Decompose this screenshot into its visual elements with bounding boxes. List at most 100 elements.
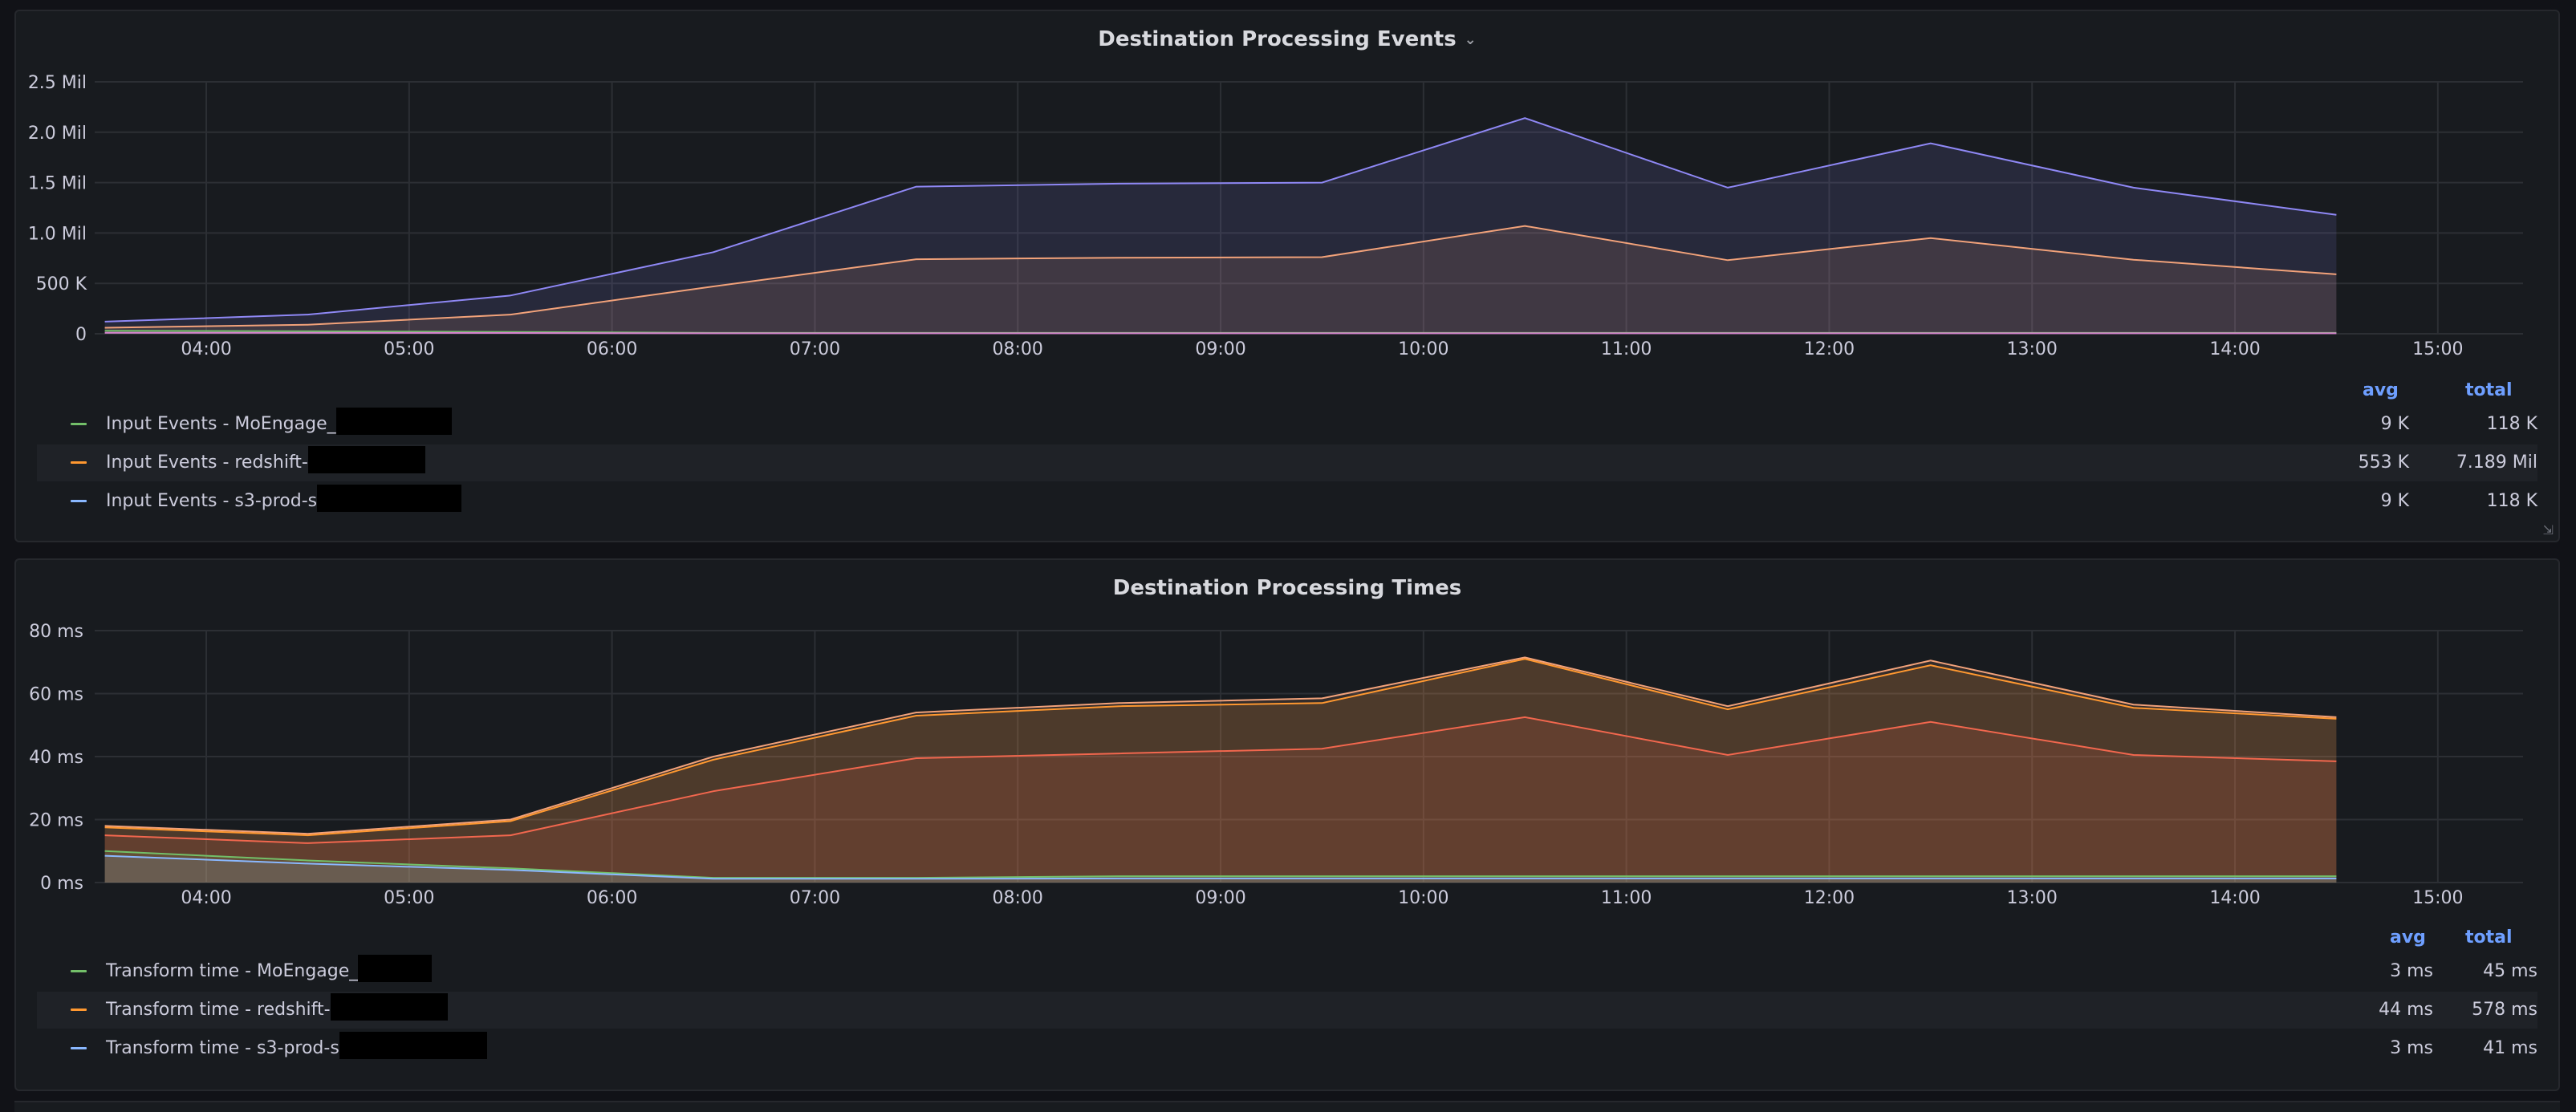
legend-total: 578 ms: [2472, 1000, 2537, 1020]
legend-total: 45 ms: [2483, 961, 2537, 981]
y-tick-label: 1.5 Mil: [28, 174, 87, 194]
x-tick-label: 12:00: [1804, 339, 1855, 359]
series-color-swatch: [71, 970, 87, 972]
series-area: [104, 716, 2337, 883]
legend-total: 41 ms: [2483, 1038, 2537, 1058]
times-chart: 0 ms 20 ms 40 ms 60 ms 80 ms 04:00 05:00 06:00 0…: [29, 622, 2523, 908]
panel-title-text[interactable]: Destination Processing Events: [1098, 27, 1457, 51]
series-line[interactable]: [104, 658, 2337, 837]
legend-header-avg[interactable]: avg: [2390, 927, 2426, 948]
legend-avg: 3 ms: [2390, 961, 2433, 981]
series-color-swatch: [71, 1009, 87, 1011]
x-tick-label: 07:00: [790, 888, 840, 908]
redacted-block: [317, 485, 462, 512]
series-line[interactable]: [104, 117, 2337, 323]
x-tick-label: 12:00: [1804, 888, 1855, 908]
legend-avg: 553 K: [2358, 453, 2409, 473]
legend-label[interactable]: Input Events - MoEngage_: [106, 414, 336, 434]
redacted-block: [339, 1032, 487, 1059]
legend-total: 7.189 Mil: [2456, 453, 2537, 473]
legend-header-total[interactable]: total: [2465, 927, 2513, 948]
y-tick-label: 1.0 Mil: [28, 224, 87, 244]
resize-handle-icon[interactable]: ⇲: [2542, 522, 2554, 538]
redacted-block: [330, 993, 448, 1021]
legend-avg: 3 ms: [2390, 1038, 2433, 1058]
legend-avg: 9 K: [2380, 414, 2409, 434]
legend-row[interactable]: Transform time - redshift- 44 ms 578 ms: [37, 992, 2537, 1029]
series-line[interactable]: [104, 854, 2337, 880]
legend-row[interactable]: Transform time - s3-prod-s 3 ms 41 ms: [37, 1030, 2537, 1067]
events-chart: 0 500 K 1.0 Mil 1.5 Mil 2.0 Mil 2.5 Mil 04:00 0…: [28, 73, 2523, 359]
series-color-swatch: [71, 423, 87, 425]
legend-label[interactable]: Transform time - redshift-: [106, 1000, 331, 1020]
events-panel: Destination Processing Events ⌄ 0 500 K 1.0…: [14, 10, 2560, 542]
x-tick-label: 06:00: [587, 888, 637, 908]
series-line[interactable]: [104, 716, 2337, 844]
panel-title-times[interactable]: Destination Processing Times: [16, 576, 2558, 600]
series-area: [104, 118, 2337, 334]
y-tick-label: 500 K: [36, 274, 87, 294]
x-tick-label: 07:00: [790, 339, 840, 359]
x-tick-label: 06:00: [587, 339, 637, 359]
legend-total: 118 K: [2486, 414, 2537, 434]
y-tick-label: 2.5 Mil: [28, 73, 87, 93]
legend-avg: 44 ms: [2379, 1000, 2433, 1020]
y-tick-label: 40 ms: [29, 748, 83, 768]
x-tick-label: 14:00: [2209, 888, 2260, 908]
x-tick-label: 14:00: [2209, 339, 2260, 359]
series-area: [104, 657, 2337, 883]
x-tick-label: 08:00: [993, 888, 1043, 908]
legend-row[interactable]: Transform time - MoEngage_ 3 ms 45 ms: [37, 953, 2537, 990]
x-tick-label: 08:00: [993, 339, 1043, 359]
y-tick-label: 0 ms: [40, 874, 83, 894]
legend-total: 118 K: [2486, 491, 2537, 511]
x-tick-label: 13:00: [2007, 888, 2058, 908]
panel-title-events[interactable]: Destination Processing Events ⌄: [16, 27, 2558, 51]
redacted-block: [307, 446, 425, 473]
series-line[interactable]: [104, 850, 2337, 879]
chevron-down-icon[interactable]: ⌄: [1464, 31, 1477, 48]
series-color-swatch: [71, 1047, 87, 1049]
legend-row[interactable]: Input Events - redshift- 553 K 7.189 Mil: [37, 444, 2537, 481]
y-tick-label: 2.0 Mil: [28, 124, 87, 144]
panel-title-text[interactable]: Destination Processing Times: [1112, 576, 1462, 600]
series-area: [104, 225, 2337, 334]
x-tick-label: 10:00: [1398, 339, 1448, 359]
times-panel: Destination Processing Times 0 ms 20 ms 40…: [14, 558, 2560, 1091]
next-panel-edge: [14, 1101, 2560, 1112]
legend-label[interactable]: Transform time - MoEngage_: [106, 961, 359, 981]
series-line[interactable]: [104, 656, 2337, 835]
series-color-swatch: [71, 461, 87, 464]
series-line[interactable]: [104, 225, 2337, 329]
series-line[interactable]: [104, 331, 2337, 335]
series-color-swatch: [71, 500, 87, 502]
x-tick-label: 05:00: [384, 888, 434, 908]
y-tick-label: 20 ms: [29, 811, 83, 831]
x-tick-label: 09:00: [1195, 888, 1245, 908]
legend-avg: 9 K: [2380, 491, 2409, 511]
legend-label[interactable]: Input Events - redshift-: [106, 453, 308, 473]
legend-row[interactable]: Input Events - s3-prod-s 9 K 118 K: [37, 483, 2537, 520]
x-tick-label: 05:00: [384, 339, 434, 359]
y-tick-label: 60 ms: [29, 685, 83, 705]
redacted-block: [358, 955, 433, 982]
legend-label[interactable]: Transform time - s3-prod-s: [106, 1038, 339, 1058]
x-tick-label: 15:00: [2412, 339, 2463, 359]
x-tick-label: 04:00: [181, 339, 231, 359]
redacted-block: [335, 408, 452, 435]
legend-row[interactable]: Input Events - MoEngage_ 9 K 118 K: [37, 406, 2537, 443]
y-tick-label: 80 ms: [29, 622, 83, 642]
legend-header-total[interactable]: total: [2465, 380, 2513, 400]
series-area: [104, 855, 2337, 883]
x-tick-label: 10:00: [1398, 888, 1448, 908]
x-tick-label: 11:00: [1601, 888, 1652, 908]
series-area: [104, 659, 2337, 883]
x-tick-label: 13:00: [2007, 339, 2058, 359]
x-tick-label: 09:00: [1195, 339, 1245, 359]
legend-label[interactable]: Input Events - s3-prod-s: [106, 491, 318, 511]
x-tick-label: 15:00: [2412, 888, 2463, 908]
x-tick-label: 11:00: [1601, 339, 1652, 359]
y-tick-label: 0: [75, 325, 87, 345]
x-tick-label: 04:00: [181, 888, 231, 908]
legend-header-avg[interactable]: avg: [2363, 380, 2399, 400]
